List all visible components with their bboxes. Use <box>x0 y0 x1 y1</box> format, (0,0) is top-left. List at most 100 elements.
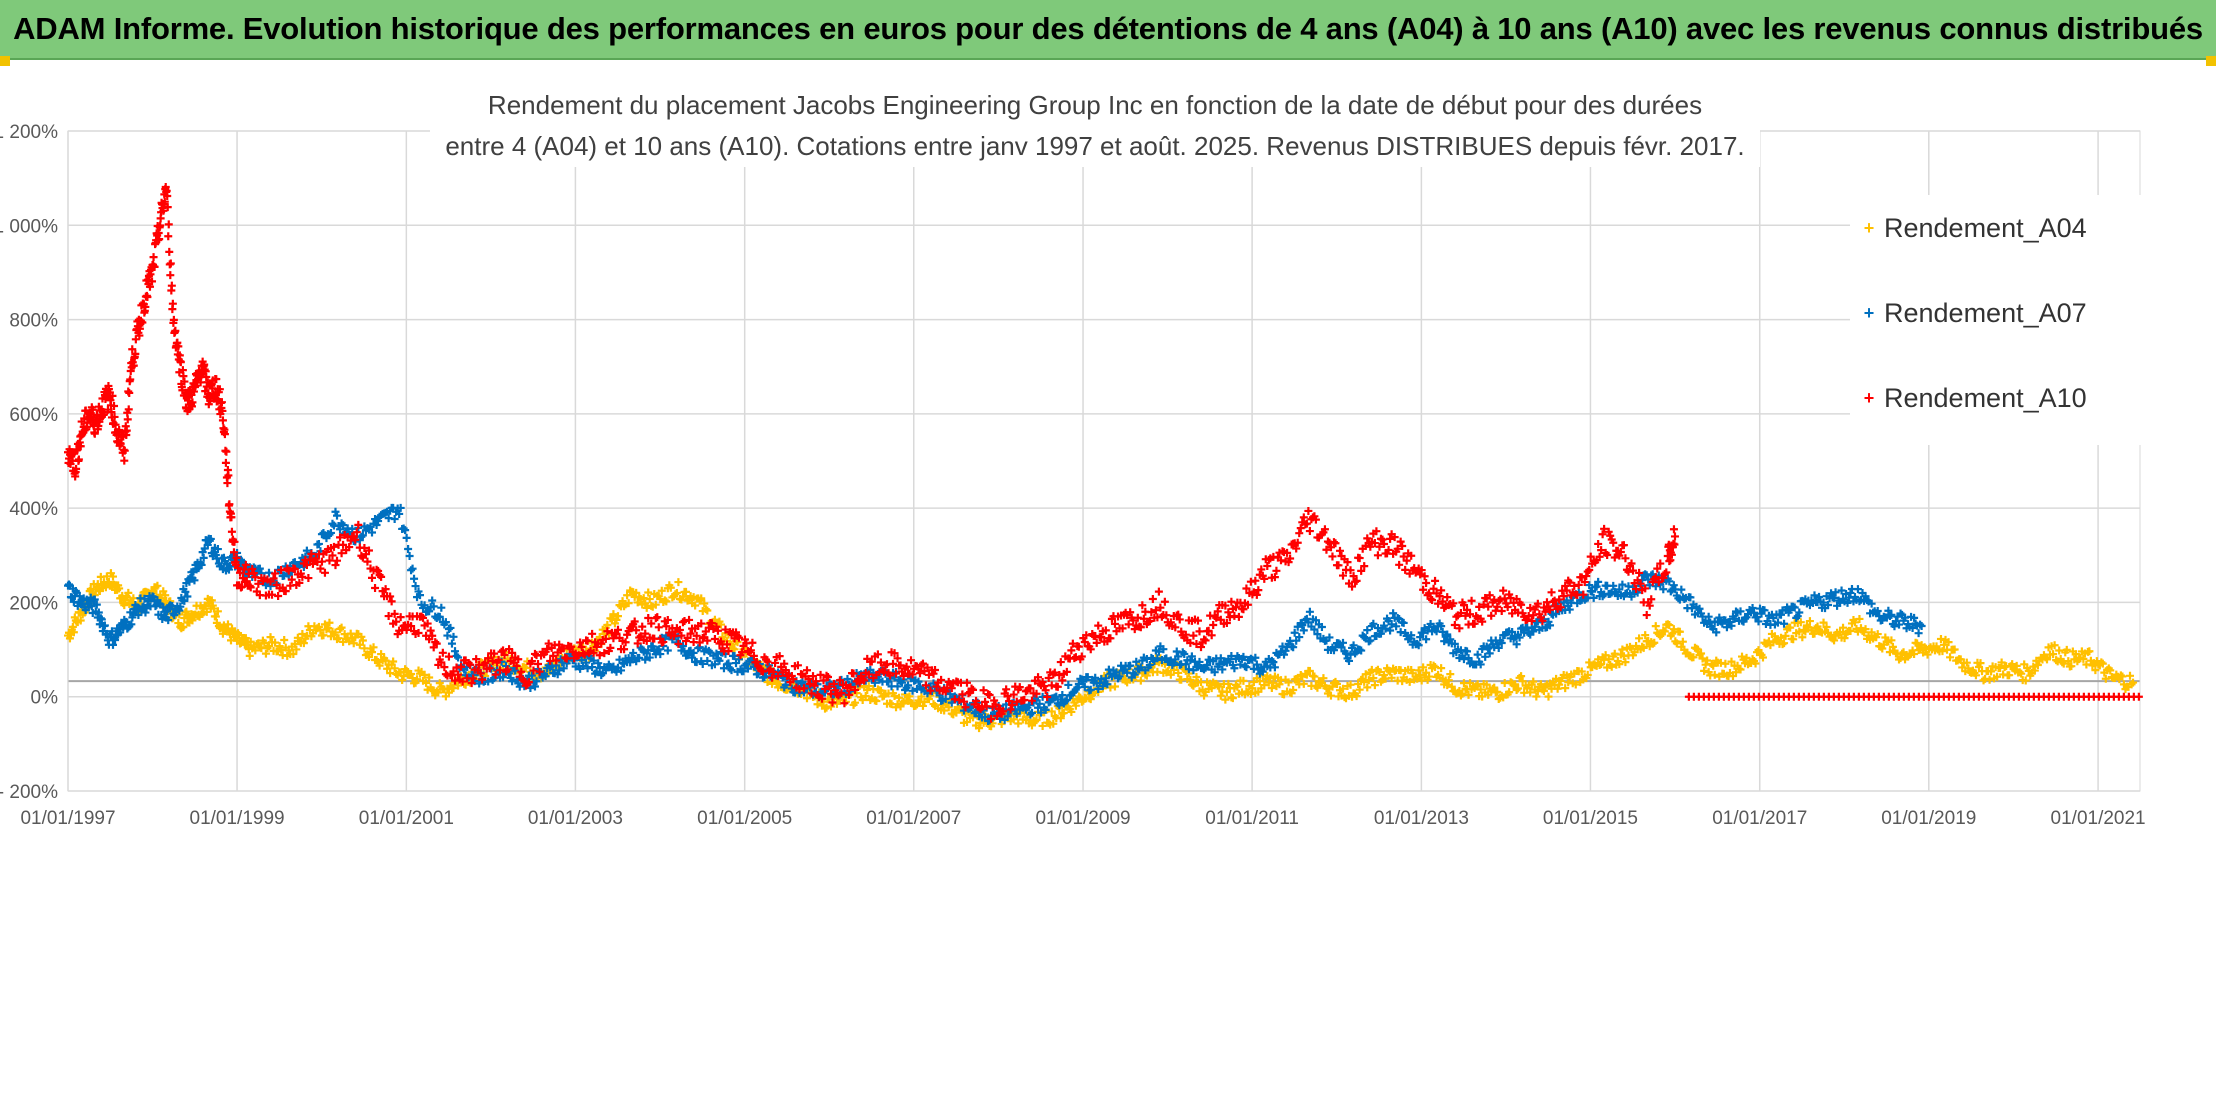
data-point <box>1580 578 1589 587</box>
data-point <box>274 592 283 601</box>
data-point <box>237 582 246 591</box>
data-point <box>1360 633 1369 642</box>
data-point <box>1242 584 1251 593</box>
data-point <box>402 625 411 634</box>
data-point <box>349 639 358 648</box>
data-point <box>1669 525 1678 534</box>
data-point <box>1446 635 1455 644</box>
data-point <box>1437 664 1446 673</box>
data-point <box>1360 562 1369 571</box>
y-tick-label: 0% <box>31 688 59 709</box>
data-point <box>1855 614 1864 623</box>
legend-label-a10: Rendement_A10 <box>1884 383 2087 413</box>
data-point <box>1129 616 1138 625</box>
data-point <box>867 657 876 666</box>
data-point <box>1174 610 1183 619</box>
data-point <box>1429 661 1438 670</box>
data-point <box>609 610 618 619</box>
data-point <box>156 221 165 230</box>
data-point <box>818 694 827 703</box>
data-point <box>1440 637 1449 646</box>
data-point <box>1730 614 1739 623</box>
data-point <box>1885 612 1894 621</box>
data-point <box>1476 660 1485 669</box>
data-point <box>1345 656 1354 665</box>
data-point <box>1887 610 1896 619</box>
data-point <box>1881 633 1890 642</box>
data-point <box>1209 621 1218 630</box>
data-point <box>1224 608 1233 617</box>
data-point <box>1741 614 1750 623</box>
data-point <box>985 690 994 699</box>
data-point <box>621 638 630 647</box>
data-point <box>1431 662 1440 671</box>
data-point <box>484 654 493 663</box>
data-point <box>512 661 521 670</box>
data-point <box>893 682 902 691</box>
data-point <box>672 589 681 598</box>
chart-svg: - 200% 0% 200% 400% 600% 800% 1 000% 1 200% 01/0… <box>0 122 2146 829</box>
data-point <box>813 700 822 709</box>
data-point <box>429 602 438 611</box>
data-point <box>1056 658 1065 667</box>
data-point <box>840 699 849 708</box>
data-point <box>2015 668 2024 677</box>
data-point <box>209 604 218 613</box>
data-point <box>821 684 830 693</box>
data-point <box>411 582 420 591</box>
data-point <box>2129 678 2138 687</box>
data-point <box>879 667 888 676</box>
data-point <box>218 406 227 415</box>
data-point <box>1830 636 1839 645</box>
data-point <box>559 664 568 673</box>
data-point <box>1405 677 1414 686</box>
data-point <box>683 596 692 605</box>
data-point <box>588 629 597 638</box>
data-point <box>1830 593 1839 602</box>
data-point <box>613 612 622 621</box>
data-point <box>1467 596 1476 605</box>
data-point <box>1503 603 1512 612</box>
data-point <box>588 663 597 672</box>
data-point <box>893 654 902 663</box>
data-point <box>748 638 757 647</box>
data-point <box>613 625 622 634</box>
data-point <box>1372 527 1381 536</box>
data-point <box>90 595 99 604</box>
data-point <box>317 557 326 566</box>
data-point <box>580 650 589 659</box>
data-point <box>1836 628 1845 637</box>
data-point <box>809 672 818 681</box>
data-point <box>826 702 835 711</box>
data-point <box>1435 592 1444 601</box>
data-point <box>1610 553 1619 562</box>
data-point <box>923 663 932 672</box>
data-point <box>1352 576 1361 585</box>
data-point <box>1091 673 1100 682</box>
data-point <box>870 678 879 687</box>
data-point <box>768 673 777 682</box>
data-point <box>1361 670 1370 679</box>
data-point <box>426 626 435 635</box>
x-tick-label: 01/01/1997 <box>20 808 115 829</box>
data-point <box>135 331 144 340</box>
data-point <box>1145 616 1154 625</box>
data-point <box>1142 671 1151 680</box>
data-point <box>249 569 258 578</box>
data-point <box>914 677 923 686</box>
data-point <box>1040 682 1049 691</box>
data-point <box>689 648 698 657</box>
data-point <box>1863 596 1872 605</box>
data-point <box>1974 662 1983 671</box>
data-point <box>819 676 828 685</box>
data-point <box>961 703 970 712</box>
data-point <box>1629 566 1638 575</box>
data-point <box>1044 674 1053 683</box>
data-point <box>1609 581 1618 590</box>
data-point <box>1565 578 1574 587</box>
data-point <box>1326 543 1335 552</box>
data-point <box>1101 626 1110 635</box>
data-point <box>1299 513 1308 522</box>
data-point <box>1923 650 1932 659</box>
data-point <box>1310 625 1319 634</box>
